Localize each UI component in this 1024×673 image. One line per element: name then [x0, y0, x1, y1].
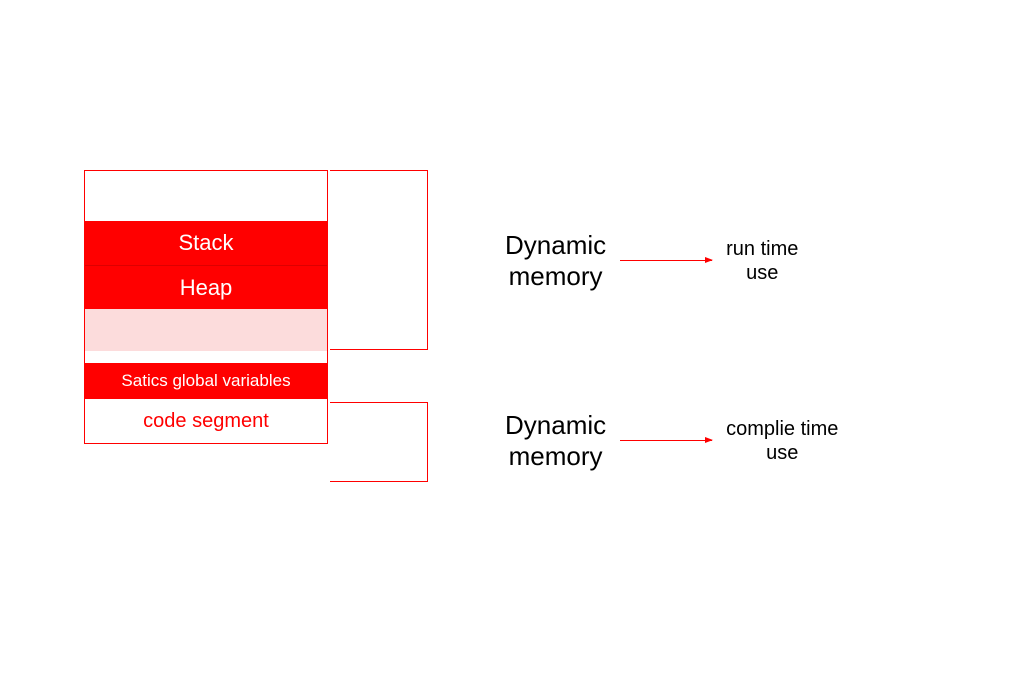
compiletime-right-line2: use — [766, 442, 798, 464]
memory-stack-container: Stack Heap Satics global variables code … — [84, 170, 328, 444]
segment-stack-label: Stack — [178, 230, 233, 256]
arrow-runtime — [620, 260, 712, 262]
compiletime-left-line1: Dynamic — [505, 410, 606, 440]
runtime-right-line1: run time — [726, 238, 798, 260]
compiletime-right-label: complie time use — [726, 417, 838, 465]
segment-top-empty — [85, 171, 327, 221]
segment-stack: Stack — [85, 221, 327, 265]
segment-statics-label: Satics global variables — [121, 371, 290, 391]
arrow-line-icon — [620, 440, 712, 441]
segment-code: code segment — [85, 399, 327, 443]
runtime-right-line2: use — [746, 262, 778, 284]
segment-code-label: code segment — [143, 410, 269, 433]
runtime-left-label: Dynamic memory — [505, 230, 606, 292]
annotation-runtime: Dynamic memory run time use — [505, 230, 798, 292]
segment-heap: Heap — [85, 265, 327, 309]
compiletime-left-label: Dynamic memory — [505, 410, 606, 472]
segment-white-gap — [85, 351, 327, 363]
compiletime-left-line2: memory — [509, 441, 603, 471]
bracket-bottom — [330, 402, 428, 482]
compiletime-right-line1: complie time — [726, 418, 838, 440]
arrow-compiletime — [620, 440, 712, 442]
annotation-compiletime: Dynamic memory complie time use — [505, 410, 838, 472]
segment-pink-gap — [85, 309, 327, 351]
bracket-top — [330, 170, 428, 350]
runtime-left-line2: memory — [509, 261, 603, 291]
runtime-left-line1: Dynamic — [505, 230, 606, 260]
runtime-right-label: run time use — [726, 237, 798, 285]
arrow-head-icon — [705, 257, 713, 263]
segment-heap-label: Heap — [180, 275, 233, 301]
arrow-head-icon — [705, 437, 713, 443]
arrow-line-icon — [620, 260, 712, 261]
segment-statics: Satics global variables — [85, 363, 327, 399]
